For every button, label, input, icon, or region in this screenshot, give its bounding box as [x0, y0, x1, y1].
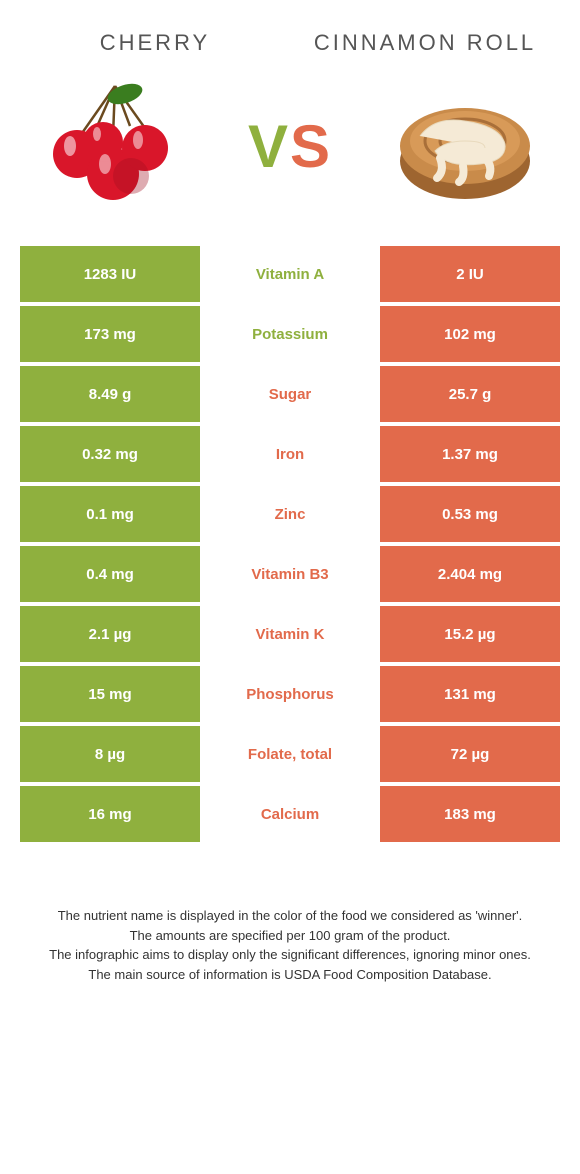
vs-s: S	[290, 113, 332, 180]
value-right: 25.7 g	[380, 366, 560, 422]
value-left: 16 mg	[20, 786, 200, 842]
nutrient-name: Vitamin A	[200, 246, 380, 302]
value-right: 102 mg	[380, 306, 560, 362]
nutrient-name: Folate, total	[200, 726, 380, 782]
value-left: 2.1 µg	[20, 606, 200, 662]
footnote-line: The infographic aims to display only the…	[30, 945, 550, 965]
table-row: 16 mgCalcium183 mg	[20, 786, 560, 842]
value-right: 0.53 mg	[380, 486, 560, 542]
vs-v: V	[248, 113, 290, 180]
value-right: 1.37 mg	[380, 426, 560, 482]
nutrient-name: Vitamin K	[200, 606, 380, 662]
title-right: Cinnamon Roll	[290, 30, 560, 56]
value-right: 72 µg	[380, 726, 560, 782]
vs-label: VS	[248, 112, 332, 181]
table-row: 0.32 mgIron1.37 mg	[20, 426, 560, 482]
table-row: 15 mgPhosphorus131 mg	[20, 666, 560, 722]
nutrient-name: Iron	[200, 426, 380, 482]
footnote-line: The amounts are specified per 100 gram o…	[30, 926, 550, 946]
cinnamon-roll-image	[380, 76, 550, 216]
value-right: 15.2 µg	[380, 606, 560, 662]
footnote-line: The main source of information is USDA F…	[30, 965, 550, 985]
value-left: 0.1 mg	[20, 486, 200, 542]
value-left: 173 mg	[20, 306, 200, 362]
nutrient-name: Phosphorus	[200, 666, 380, 722]
value-left: 1283 IU	[20, 246, 200, 302]
nutrient-name: Sugar	[200, 366, 380, 422]
value-right: 183 mg	[380, 786, 560, 842]
value-left: 0.4 mg	[20, 546, 200, 602]
table-row: 8.49 gSugar25.7 g	[20, 366, 560, 422]
cinnamon-roll-icon	[385, 86, 545, 206]
value-left: 15 mg	[20, 666, 200, 722]
value-right: 2.404 mg	[380, 546, 560, 602]
table-row: 2.1 µgVitamin K15.2 µg	[20, 606, 560, 662]
value-left: 0.32 mg	[20, 426, 200, 482]
titles-row: Cherry Cinnamon Roll	[0, 0, 580, 66]
value-left: 8 µg	[20, 726, 200, 782]
title-left: Cherry	[20, 30, 290, 56]
footnotes: The nutrient name is displayed in the co…	[0, 846, 580, 984]
nutrient-name: Vitamin B3	[200, 546, 380, 602]
footnote-line: The nutrient name is displayed in the co…	[30, 906, 550, 926]
table-row: 173 mgPotassium102 mg	[20, 306, 560, 362]
table-row: 0.4 mgVitamin B32.404 mg	[20, 546, 560, 602]
hero-row: VS	[0, 66, 580, 246]
value-right: 131 mg	[380, 666, 560, 722]
value-left: 8.49 g	[20, 366, 200, 422]
nutrient-name: Calcium	[200, 786, 380, 842]
cherry-icon	[35, 76, 195, 216]
cherry-image	[30, 76, 200, 216]
table-row: 0.1 mgZinc0.53 mg	[20, 486, 560, 542]
nutrient-table: 1283 IUVitamin A2 IU173 mgPotassium102 m…	[0, 246, 580, 842]
table-row: 1283 IUVitamin A2 IU	[20, 246, 560, 302]
value-right: 2 IU	[380, 246, 560, 302]
table-row: 8 µgFolate, total72 µg	[20, 726, 560, 782]
nutrient-name: Potassium	[200, 306, 380, 362]
nutrient-name: Zinc	[200, 486, 380, 542]
